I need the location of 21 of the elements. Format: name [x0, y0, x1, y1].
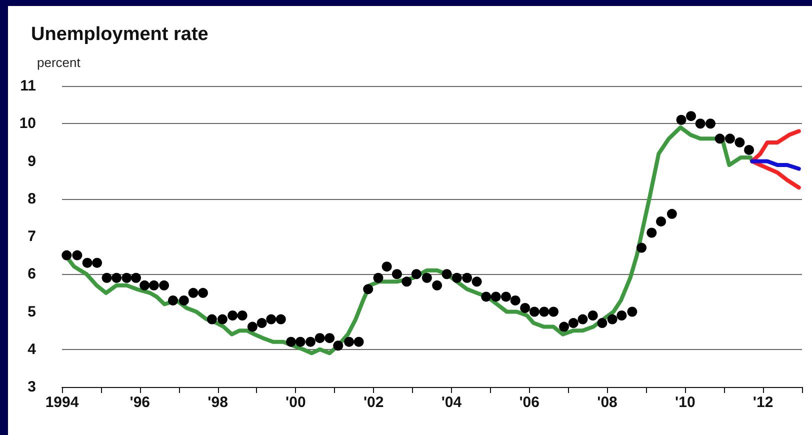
y-tick-label: 7 [28, 228, 36, 245]
x-tick-label: '06 [519, 394, 540, 411]
y-axis-title: percent [37, 55, 81, 70]
y-tick-label: 6 [28, 266, 36, 283]
x-tick-label: '08 [597, 394, 618, 411]
y-tick-label: 3 [28, 378, 36, 396]
y-tick-label: 11 [20, 78, 36, 94]
y-tick-label: 5 [28, 303, 36, 320]
y-tick-label: 10 [19, 115, 36, 132]
x-tick-label: '96 [130, 394, 150, 411]
x-tick-label: '10 [675, 394, 696, 411]
x-tick-label: '02 [363, 394, 384, 411]
y-tick-label: 4 [28, 340, 37, 358]
x-tick-label: '04 [441, 394, 462, 411]
x-tick-label: 1994 [45, 394, 80, 411]
x-tick-label: '00 [286, 394, 306, 411]
y-tick-label: 9 [28, 152, 36, 170]
x-tick-label: '98 [208, 394, 228, 411]
y-tick-label: 8 [28, 190, 36, 208]
x-tick-label: '12 [752, 394, 774, 411]
chart-title: Unemployment rate [31, 24, 208, 45]
